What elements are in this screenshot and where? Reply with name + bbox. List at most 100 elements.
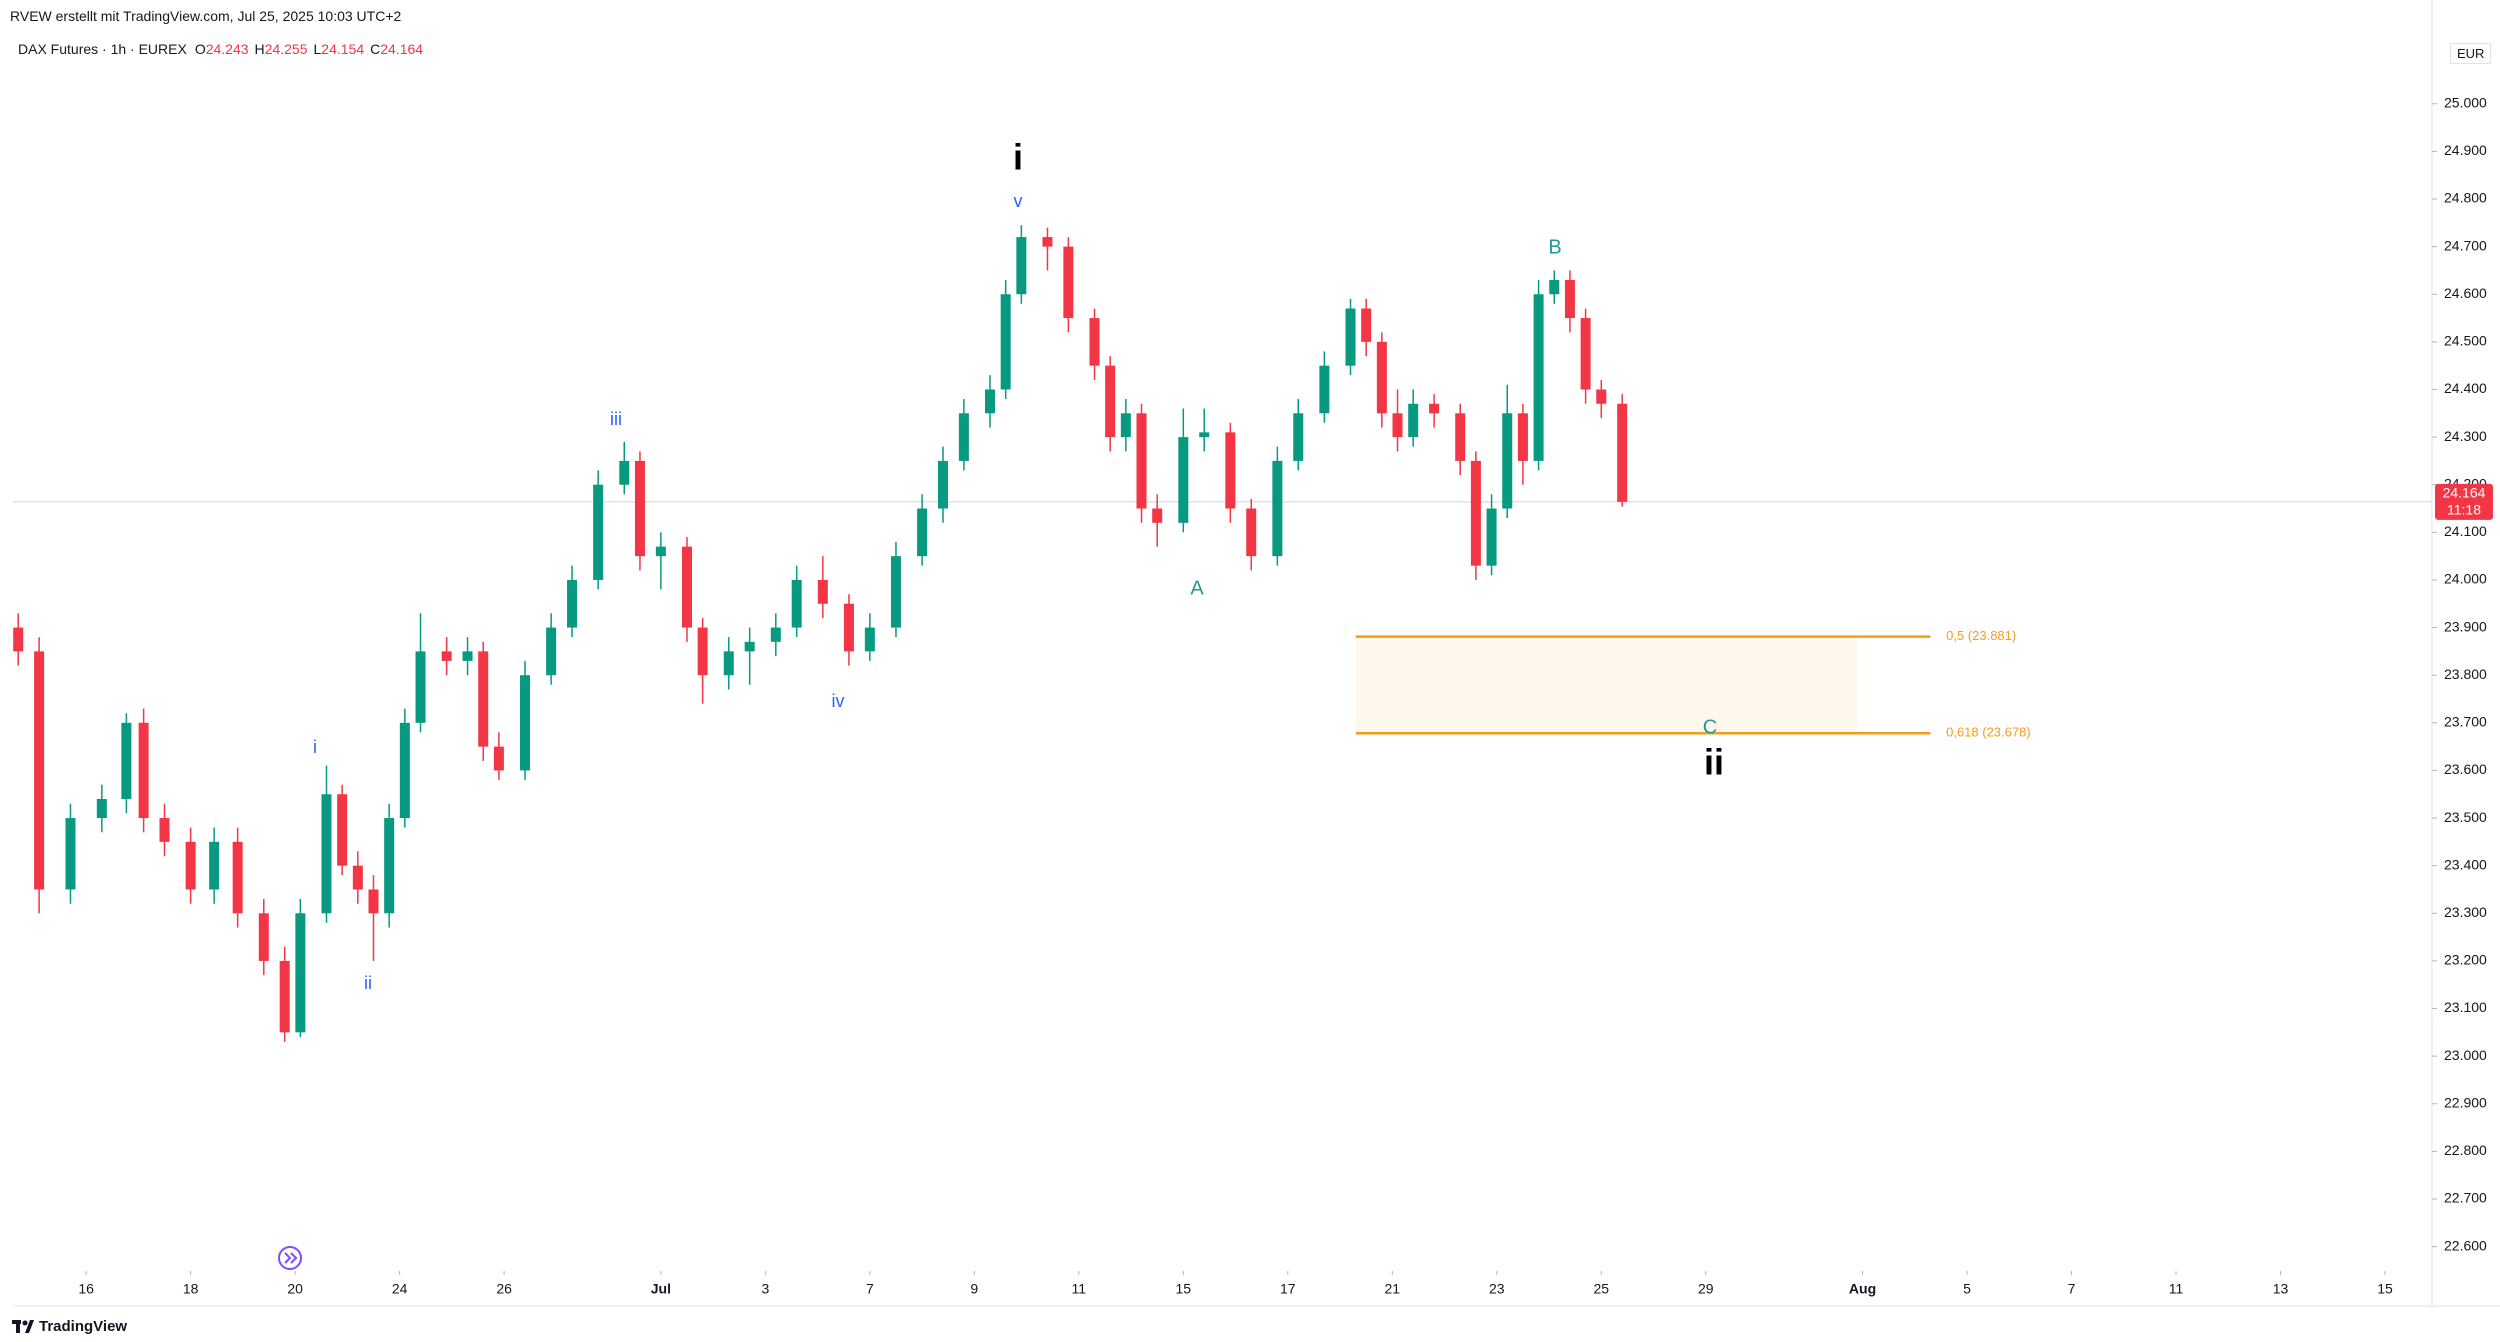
candle-body [817, 579, 828, 604]
candle-body [958, 413, 969, 461]
candle-body [478, 651, 489, 747]
y-tick-label: 24.400 [2444, 380, 2487, 396]
wave-label: v [1014, 191, 1023, 211]
candle-body [1533, 294, 1544, 461]
countdown-label: 11:18 [2447, 502, 2481, 518]
y-tick-label: 22.800 [2444, 1142, 2487, 1158]
candle-body [493, 746, 504, 771]
wave-label: ii [1704, 742, 1724, 783]
y-tick-label: 23.500 [2444, 809, 2487, 825]
y-tick-label: 22.600 [2444, 1237, 2487, 1253]
candle-body [415, 651, 426, 723]
y-tick-label: 24.600 [2444, 285, 2487, 301]
ohlc-key: C [370, 41, 381, 57]
fib-label: 0,5 (23.881) [1946, 628, 2016, 643]
candle-body [864, 627, 875, 652]
candle-body [681, 546, 692, 628]
y-tick-label: 23.100 [2444, 999, 2487, 1015]
candle-body [1136, 413, 1147, 509]
y-tick-label: 24.000 [2444, 571, 2487, 587]
candle-body [697, 627, 708, 676]
ohlc-key: O [194, 41, 206, 57]
x-tick-label: 3 [761, 1281, 769, 1297]
y-tick-label: 23.900 [2444, 618, 2487, 634]
candle-body [1361, 308, 1372, 342]
candle-body [791, 579, 802, 628]
candle-body [462, 651, 473, 661]
y-tick-label: 22.700 [2444, 1190, 2487, 1206]
currency[interactable]: EUR [2450, 43, 2492, 64]
x-tick-label: 17 [1280, 1281, 1296, 1297]
candle-body [138, 722, 149, 819]
y-tick-label: 23.000 [2444, 1047, 2487, 1063]
symbol-legend: DAX Futures · 1h · EUREX O24.243 H24.255 L2… [18, 41, 423, 57]
candle-body [1502, 413, 1513, 509]
candle-body [232, 841, 243, 914]
candle-body [1152, 508, 1163, 523]
candle-body [352, 865, 363, 890]
candle-body [770, 627, 781, 642]
candle-body [1517, 413, 1528, 461]
x-tick-label: 16 [78, 1281, 94, 1297]
candle-body [159, 818, 170, 842]
candle-body [1470, 460, 1481, 566]
candle-body [1246, 508, 1257, 557]
x-tick-label: Jul [651, 1281, 671, 1297]
x-tick-label: Aug [1849, 1281, 1876, 1297]
candle-body [567, 579, 578, 628]
wave-label: i [313, 737, 317, 757]
x-tick-label: 29 [1698, 1281, 1714, 1297]
y-tick-label: 23.600 [2444, 761, 2487, 777]
x-tick-label: 15 [1176, 1281, 1192, 1297]
candle-body [295, 913, 306, 1033]
branding: TradingView [12, 1318, 127, 1335]
candle-body [593, 484, 604, 580]
y-tick-label: 23.400 [2444, 856, 2487, 872]
candle-body [185, 841, 196, 890]
last-price-tag [2435, 483, 2493, 520]
ohlc-value: 24.164 [380, 41, 424, 57]
candle-body [917, 508, 928, 557]
candle-body [1429, 403, 1440, 414]
candle-body [655, 546, 666, 557]
candle-body [279, 960, 290, 1033]
candle-body [937, 460, 948, 509]
wave-label: C [1703, 716, 1717, 738]
candle-body [1376, 341, 1387, 414]
candle-body [1042, 237, 1053, 247]
ohlc-value: 24.154 [321, 41, 365, 57]
scroll-arrow [284, 1252, 298, 1264]
y-tick-label: 23.700 [2444, 714, 2487, 730]
candle-body [384, 818, 395, 914]
x-tick-label: 25 [1593, 1281, 1609, 1297]
y-tick-label: 24.100 [2444, 523, 2487, 539]
candle-body [399, 722, 410, 819]
x-tick-label: 11 [2169, 1281, 2184, 1297]
candle-body [1272, 460, 1283, 557]
last-price-label: 24.164 [2443, 485, 2486, 501]
candle-body [1319, 365, 1330, 414]
candle-body [1596, 389, 1607, 404]
x-tick-label: 5 [1963, 1281, 1971, 1297]
x-tick-label: 20 [287, 1281, 303, 1297]
candle-body [13, 627, 24, 652]
candle-body [985, 389, 996, 414]
y-tick-label: 23.200 [2444, 952, 2487, 968]
symbol: DAX Futures · 1h · EUREX [18, 41, 187, 57]
ohlc-key: H [254, 41, 265, 57]
scroll-button[interactable] [278, 1246, 302, 1270]
y-tick-label: 24.900 [2444, 142, 2487, 158]
candle-body [1225, 432, 1236, 509]
candle-body [1016, 237, 1027, 295]
candle-body [209, 841, 220, 890]
candle-body [1549, 279, 1560, 295]
candle-body [258, 913, 269, 961]
candle-body [1063, 246, 1074, 319]
y-tick-label: 23.300 [2444, 904, 2487, 920]
candle-body [744, 641, 755, 652]
x-tick-label: 18 [183, 1281, 199, 1297]
candle-body [1199, 432, 1210, 438]
x-tick-label: 21 [1385, 1281, 1401, 1297]
candle-body [1345, 308, 1356, 366]
